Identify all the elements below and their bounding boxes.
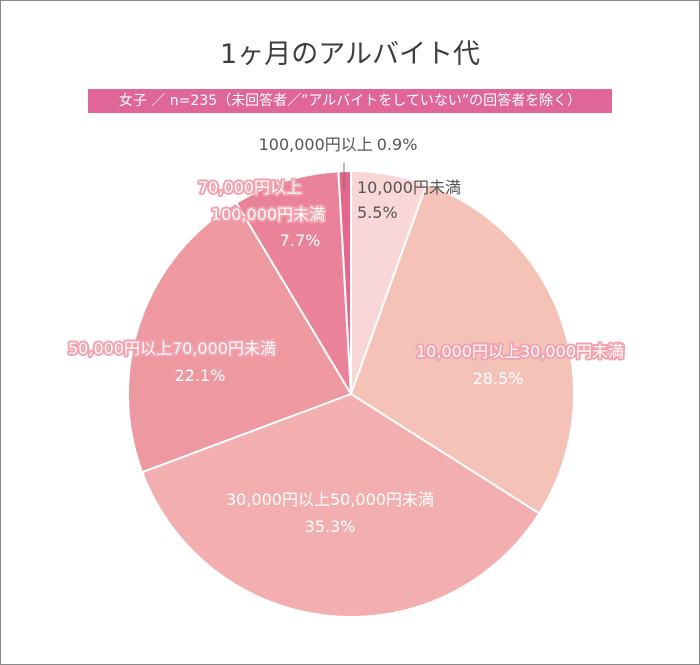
pie-slice-30000-50000 xyxy=(140,392,541,618)
slice-label-under-10000: 10,000円未満 xyxy=(357,178,461,197)
chart-subtitle: 女子 ／ n=235（未回答者／”アルバイトをしていない”の回答者を除く） xyxy=(88,89,612,113)
slice-label-10000-30000: 10,000円以上30,000円未満 xyxy=(416,342,624,361)
slice-label-70000-100000-line2: 100,000円未満 xyxy=(211,205,325,224)
chart-title: 1ヶ月のアルバイト代 xyxy=(220,39,480,70)
slice-label-70000-100000-line1: 70,000円以上 xyxy=(198,178,302,197)
slice-value-70000-100000: 7.7% xyxy=(280,231,321,250)
pie-slice-70000-100000 xyxy=(234,170,352,395)
slice-label-50000-70000: 50,000円以上70,000円未満 xyxy=(68,339,276,358)
pie-slice-100000-plus xyxy=(337,169,352,395)
pie-slice-10000-30000 xyxy=(349,182,575,515)
pie-slice-50000-70000 xyxy=(127,201,353,474)
slice-label-100000-plus: 100,000円以上 0.9% xyxy=(259,135,418,154)
slice-value-50000-70000: 22.1% xyxy=(175,366,226,385)
slice-value-under-10000: 5.5% xyxy=(357,203,398,222)
slice-value-10000-30000: 28.5% xyxy=(473,369,524,388)
slice-value-30000-50000: 35.3% xyxy=(305,517,356,536)
slice-label-30000-50000: 30,000円以上50,000円未満 xyxy=(226,490,434,509)
